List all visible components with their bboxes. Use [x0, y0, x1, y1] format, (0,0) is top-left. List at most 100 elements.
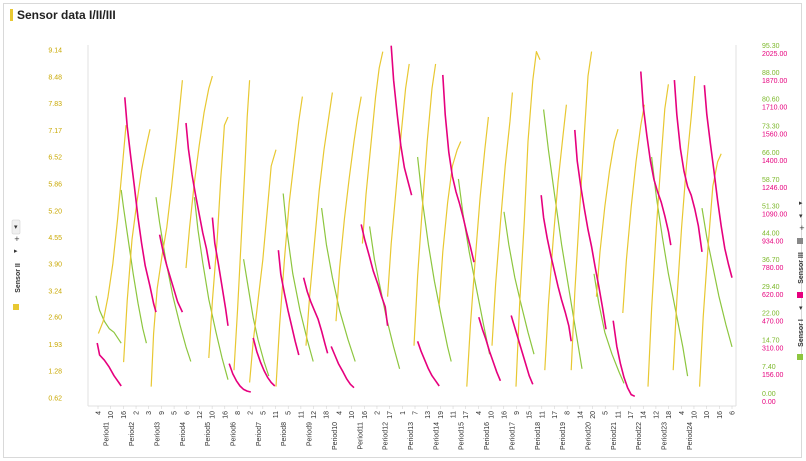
- series-line: [335, 96, 362, 322]
- x-period-label: Period3: [154, 422, 161, 446]
- series-line: [208, 116, 229, 359]
- x-tick-label: 12: [653, 411, 660, 419]
- chart-title-text: Sensor data I/II/III: [17, 8, 116, 22]
- x-tick-label: 15: [527, 411, 534, 419]
- x-period-label: Period21: [611, 422, 618, 450]
- series-line: [515, 51, 541, 387]
- y-right2-tick-label: 2025.00: [762, 51, 787, 58]
- series-line: [544, 104, 567, 371]
- x-period-label: Period18: [535, 422, 542, 450]
- x-tick-label: 20: [590, 411, 597, 419]
- y-left-tick-label: 7.17: [48, 128, 62, 135]
- series-line: [622, 104, 645, 314]
- y-left-tick-label: 5.86: [48, 181, 62, 188]
- x-period-label: Period2: [129, 422, 136, 446]
- chevron-right-icon[interactable]: ▸: [14, 247, 18, 255]
- series-line: [233, 80, 251, 371]
- series-line: [438, 141, 462, 305]
- series-line: [612, 320, 636, 398]
- x-tick-label: 11: [273, 411, 280, 418]
- series-line: [158, 234, 184, 313]
- x-period-label: Period9: [307, 422, 314, 446]
- x-tick-label: 12: [197, 411, 204, 419]
- x-tick-label: 11: [298, 411, 305, 418]
- series-line: [387, 63, 410, 297]
- series-line: [540, 195, 572, 342]
- x-tick-label: 5: [172, 411, 179, 415]
- x-tick-label: 12: [311, 411, 318, 419]
- x-tick-label: 10: [489, 411, 496, 419]
- series-line: [651, 156, 689, 377]
- y-right2-tick-label: 780.00: [762, 265, 784, 272]
- series-line: [124, 97, 157, 313]
- series-line: [249, 149, 277, 383]
- y-left-tick-label: 1.28: [48, 369, 62, 376]
- x-tick-label: 16: [222, 411, 229, 419]
- y-right1-tick-label: 44.00: [762, 230, 780, 237]
- x-tick-label: 1: [400, 411, 407, 415]
- y-right1-tick-label: 14.70: [762, 337, 780, 344]
- legend-right: ▸ ▾ + Sensor III ▾ Sensor I: [797, 199, 805, 360]
- series-line: [95, 295, 122, 344]
- y-right1-tick-label: 51.30: [762, 204, 780, 211]
- series-line: [417, 156, 452, 362]
- x-tick-label: 10: [108, 411, 115, 419]
- x-period-label: Period5: [205, 422, 212, 446]
- x-tick-label: 17: [463, 411, 470, 419]
- series-line: [155, 197, 192, 362]
- y-axis-left: 0.62 1.28 1.93 2.60 3.24 3.90 4.55 5.20 5.86 6.52…: [48, 48, 62, 403]
- x-tick-label: 17: [552, 411, 559, 419]
- series-line: [574, 129, 607, 330]
- x-tick-label: 14: [641, 411, 648, 419]
- y-right2-tick-label: 1560.00: [762, 131, 787, 138]
- x-tick-label: 10: [210, 411, 217, 419]
- series-line: [570, 51, 593, 371]
- x-tick-label: 13: [425, 411, 432, 419]
- x-period-label: Period19: [560, 422, 567, 450]
- legend-menu-button[interactable]: [11, 219, 21, 235]
- x-tick-label: 16: [362, 411, 369, 419]
- x-period-label: Period13: [408, 422, 415, 450]
- y-right1-tick-label: 58.70: [762, 177, 780, 184]
- x-tick-label: 5: [260, 411, 267, 415]
- x-tick-label: 5: [286, 411, 293, 415]
- x-tick-label: 18: [666, 411, 673, 419]
- y-right1-tick-label: 36.70: [762, 257, 780, 264]
- series-line: [185, 75, 213, 269]
- title-accent: [10, 9, 13, 21]
- series-line: [282, 193, 314, 362]
- x-tick-label: 18: [324, 411, 331, 419]
- x-tick-label: 6: [730, 411, 737, 415]
- y-right2-tick-label: 1400.00: [762, 158, 787, 165]
- menu-icon[interactable]: ▾: [799, 212, 803, 220]
- series-line: [97, 125, 127, 334]
- x-period-label: Period22: [636, 422, 643, 450]
- x-tick-label: 4: [679, 411, 686, 415]
- x-period-label: Period1: [104, 422, 111, 446]
- series-line: [360, 224, 389, 326]
- y-right1-tick-label: 7.40: [762, 364, 776, 371]
- y-right2-tick-label: 1710.00: [762, 105, 787, 112]
- series-line: [457, 178, 491, 355]
- series-lines: [95, 45, 733, 398]
- plus-icon[interactable]: +: [14, 235, 20, 243]
- series-line: [150, 80, 183, 387]
- x-period-label: Period16: [484, 422, 491, 450]
- series-line: [416, 341, 440, 387]
- plus-icon[interactable]: +: [799, 224, 805, 232]
- series-line: [647, 84, 669, 387]
- y-right1-tick-label: 73.30: [762, 123, 780, 130]
- series-line: [442, 74, 475, 263]
- x-tick-label: 6: [184, 411, 191, 415]
- y-left-tick-label: 5.20: [48, 208, 62, 215]
- plot-border: [87, 45, 737, 407]
- series-line: [701, 208, 733, 348]
- menu-icon[interactable]: ▾: [799, 304, 803, 312]
- x-tick-label: 4: [476, 411, 483, 415]
- chevron-right-icon[interactable]: ▸: [799, 199, 803, 207]
- series-line: [369, 226, 401, 369]
- x-tick-label: 10: [704, 411, 711, 419]
- series-line: [640, 71, 672, 246]
- series-line: [185, 122, 211, 270]
- y-left-tick-label: 6.52: [48, 155, 62, 162]
